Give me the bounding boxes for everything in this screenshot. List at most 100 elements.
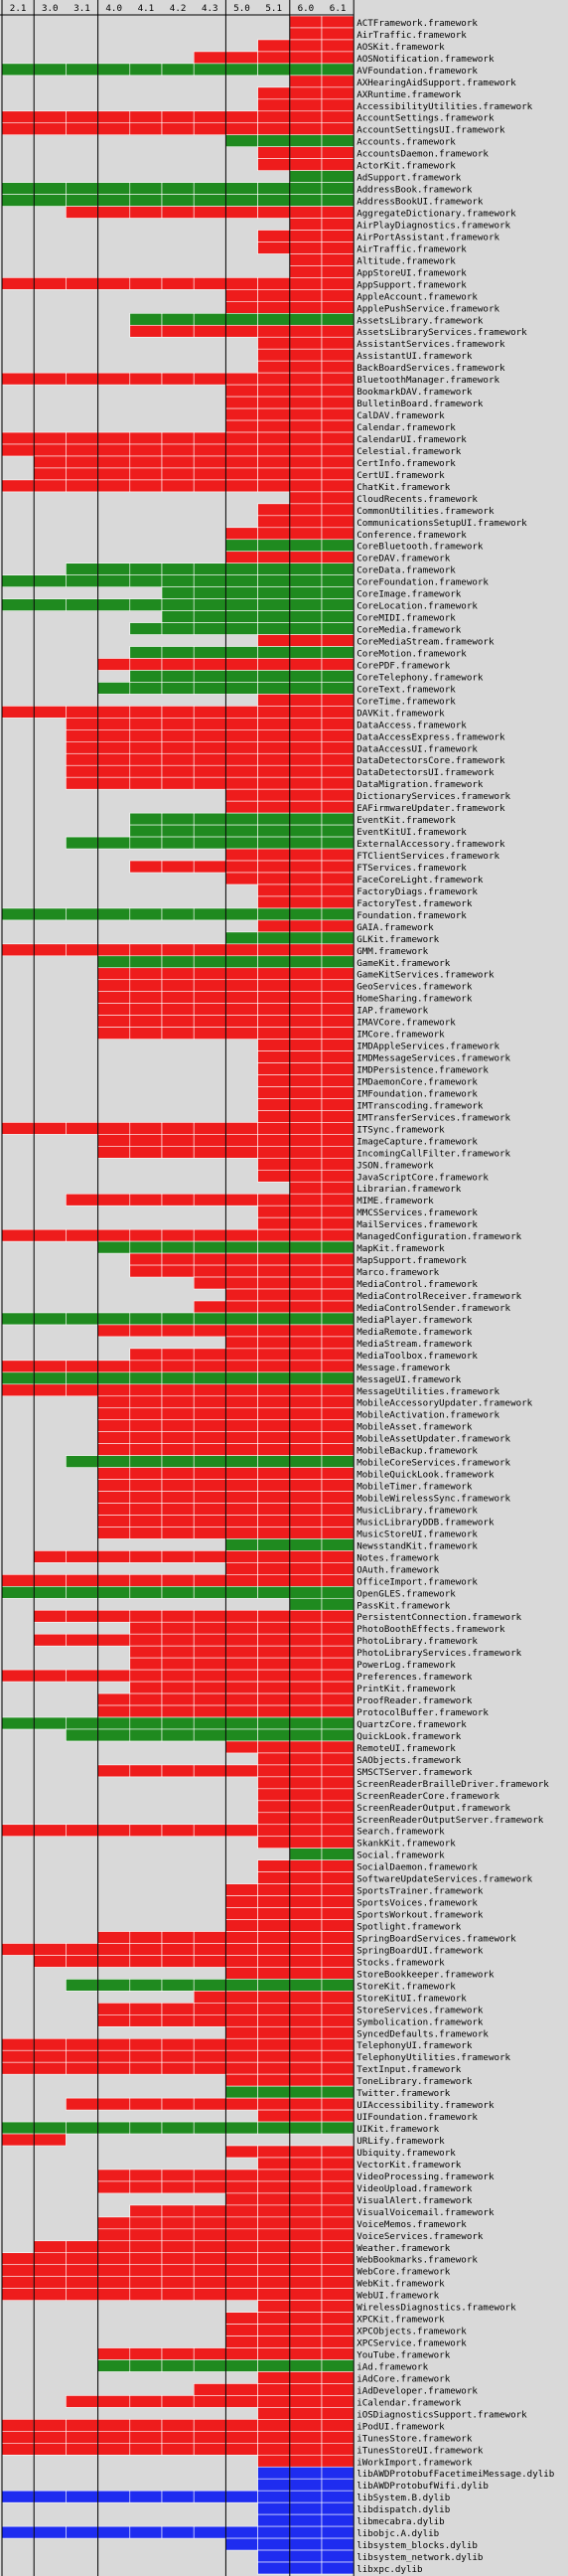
- heatmap-cell: [97, 2180, 131, 2194]
- heatmap-cell: [289, 2192, 323, 2206]
- heatmap-cell: [257, 2085, 291, 2099]
- framework-label: CoreMedia.framework: [356, 625, 462, 636]
- heatmap-cell: [161, 740, 195, 754]
- heatmap-cell: [225, 1609, 258, 1623]
- heatmap-cell: [289, 230, 323, 242]
- heatmap-cell: [257, 563, 291, 575]
- heatmap-cell: [321, 1240, 355, 1254]
- heatmap-cell: [257, 2431, 291, 2444]
- heatmap-cell: [257, 289, 291, 302]
- heatmap-cell: [321, 1764, 355, 1778]
- framework-label: libxpc.dylib: [356, 2564, 422, 2575]
- framework-label: GAIA.framework: [356, 922, 434, 933]
- heatmap-cell: [97, 1764, 131, 1778]
- heatmap-cell: [97, 943, 131, 957]
- heatmap-cell: [257, 1955, 291, 1968]
- heatmap-cell: [289, 1039, 323, 1051]
- heatmap-cell: [321, 1407, 355, 1421]
- heatmap-cell: [289, 740, 323, 754]
- heatmap-cell: [257, 800, 291, 814]
- heatmap-cell: [289, 967, 323, 981]
- heatmap-cell: [193, 1764, 226, 1778]
- heatmap-cell: [257, 2537, 291, 2551]
- version-header-5-0: 5.0: [233, 3, 250, 14]
- heatmap-cell: [289, 574, 323, 587]
- framework-label: libsystem_network.dylib: [356, 2552, 483, 2563]
- heatmap-cell: [321, 1788, 355, 1802]
- framework-label: AXHearingAidSupport.framework: [356, 78, 516, 88]
- framework-label: ScreenReaderCore.framework: [356, 1791, 499, 1802]
- heatmap-cell: [289, 2252, 323, 2266]
- heatmap-cell: [97, 1455, 131, 1468]
- heatmap-cell: [66, 1193, 98, 1207]
- heatmap-cell: [129, 718, 163, 730]
- heatmap-cell: [129, 1015, 163, 1028]
- heatmap-cell: [225, 2359, 258, 2372]
- heatmap-cell: [129, 1407, 163, 1421]
- heatmap-cell: [161, 467, 195, 481]
- heatmap-cell: [289, 1515, 323, 1528]
- heatmap-cell: [321, 1562, 355, 1575]
- heatmap-cell: [321, 610, 355, 623]
- heatmap-cell: [225, 1122, 258, 1135]
- heatmap-cell: [321, 2157, 355, 2171]
- framework-label: ExternalAccessory.framework: [356, 839, 505, 850]
- heatmap-cell: [321, 1550, 355, 1563]
- heatmap-cell: [97, 764, 131, 778]
- heatmap-cell: [289, 1645, 323, 1659]
- heatmap-cell: [257, 2383, 291, 2396]
- heatmap-cell: [97, 598, 131, 611]
- heatmap-cell: [257, 182, 291, 195]
- heatmap-cell: [321, 1074, 355, 1087]
- heatmap-cell: [97, 1550, 131, 1563]
- heatmap-cell: [321, 1300, 355, 1314]
- heatmap-cell: [225, 1728, 258, 1742]
- framework-label: CalDAV.framework: [356, 410, 445, 421]
- heatmap-cell: [289, 1467, 323, 1480]
- heatmap-cell: [193, 955, 226, 969]
- heatmap-cell: [321, 86, 355, 100]
- heatmap-cell: [129, 907, 163, 921]
- heatmap-cell: [321, 455, 355, 469]
- heatmap-cell: [289, 1704, 323, 1718]
- heatmap-cell: [161, 646, 195, 659]
- heatmap-cell: [321, 242, 355, 254]
- heatmap-cell: [257, 2324, 291, 2336]
- heatmap-cell: [289, 455, 323, 469]
- heatmap-cell: [161, 2443, 195, 2456]
- heatmap-cell: [289, 1955, 323, 1968]
- heatmap-cell: [97, 2097, 131, 2111]
- heatmap-cell: [225, 372, 258, 386]
- framework-label: OpenGLES.framework: [356, 1588, 456, 1599]
- heatmap-cell: [321, 1443, 355, 1456]
- heatmap-cell: [225, 1264, 258, 1278]
- heatmap-cell: [321, 479, 355, 493]
- heatmap-cell: [129, 2204, 163, 2218]
- heatmap-cell: [257, 2359, 291, 2372]
- heatmap-cell: [225, 991, 258, 1004]
- framework-label: SportsVoices.framework: [356, 1898, 478, 1909]
- heatmap-cell: [257, 479, 291, 493]
- version-header-5-1: 5.1: [265, 3, 282, 14]
- framework-label: IMTranscoding.framework: [356, 1100, 484, 1111]
- heatmap-cell: [129, 1574, 163, 1587]
- heatmap-cell: [289, 1931, 323, 1944]
- heatmap-cell: [289, 1181, 323, 1195]
- heatmap-cell: [321, 2359, 355, 2372]
- heatmap-cell: [161, 598, 195, 611]
- heatmap-cell: [257, 1134, 291, 1147]
- heatmap-cell: [257, 1027, 291, 1040]
- heatmap-cell: [289, 1621, 323, 1635]
- heatmap-cell: [129, 1479, 163, 1492]
- heatmap-cell: [193, 2288, 226, 2301]
- framework-label: iTunesStoreUI.framework: [356, 2445, 484, 2456]
- framework-label: AdSupport.framework: [356, 173, 462, 184]
- heatmap-cell: [193, 1669, 226, 1683]
- heatmap-cell: [66, 2525, 98, 2539]
- heatmap-cell: [289, 194, 323, 207]
- heatmap-cell: [1, 907, 35, 921]
- heatmap-cell: [257, 1740, 291, 1754]
- heatmap-cell: [321, 1538, 355, 1551]
- heatmap-cell: [289, 907, 323, 921]
- framework-label: CoreImage.framework: [356, 589, 462, 600]
